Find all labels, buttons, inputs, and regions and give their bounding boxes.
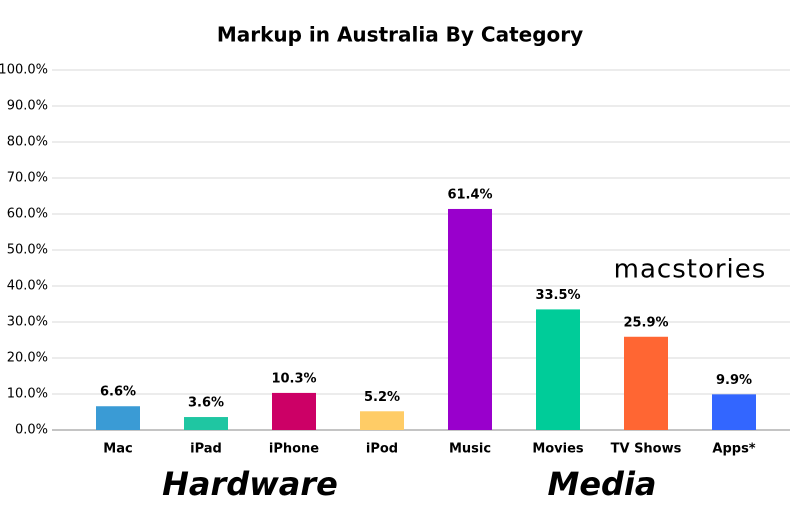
y-tick-label: 70.0% xyxy=(7,171,48,186)
x-tick-label: Movies xyxy=(532,442,584,457)
bar xyxy=(448,208,492,430)
value-label: 5.2% xyxy=(364,390,400,405)
value-label: 6.6% xyxy=(100,385,136,400)
y-tick-label: 20.0% xyxy=(7,351,48,366)
x-tick-label: Apps* xyxy=(712,442,755,457)
y-tick-label: 60.0% xyxy=(7,207,48,222)
value-label: 3.6% xyxy=(188,396,224,411)
bar xyxy=(184,417,228,430)
value-label: 61.4% xyxy=(447,187,492,202)
x-tick-label: Mac xyxy=(103,442,132,457)
value-label: 33.5% xyxy=(535,288,580,303)
annotation: macstories xyxy=(614,255,767,285)
bar xyxy=(712,394,756,430)
chart-title: Markup in Australia By Category xyxy=(217,23,583,47)
x-tick-label: iPad xyxy=(190,442,222,457)
y-tick-label: 90.0% xyxy=(7,99,48,114)
bar xyxy=(536,309,580,430)
y-tick-label: 100.0% xyxy=(0,63,48,78)
y-tick-label: 50.0% xyxy=(7,243,48,258)
annotation: Hardware xyxy=(162,465,338,503)
value-label: 9.9% xyxy=(716,373,752,388)
annotation: Media xyxy=(547,465,656,503)
bar xyxy=(96,406,140,430)
x-tick-label: TV Shows xyxy=(611,442,682,457)
bar xyxy=(272,392,316,430)
y-tick-label: 0.0% xyxy=(15,423,48,438)
y-tick-label: 40.0% xyxy=(7,279,48,294)
y-tick-label: 80.0% xyxy=(7,135,48,150)
bar xyxy=(624,336,668,430)
x-tick-label: iPod xyxy=(366,442,398,457)
value-label: 25.9% xyxy=(623,315,668,330)
y-tick-label: 10.0% xyxy=(7,387,48,402)
bar xyxy=(360,411,404,430)
y-tick-label: 30.0% xyxy=(7,315,48,330)
x-tick-label: iPhone xyxy=(269,442,319,457)
value-label: 10.3% xyxy=(271,371,316,386)
x-tick-label: Music xyxy=(449,442,491,457)
